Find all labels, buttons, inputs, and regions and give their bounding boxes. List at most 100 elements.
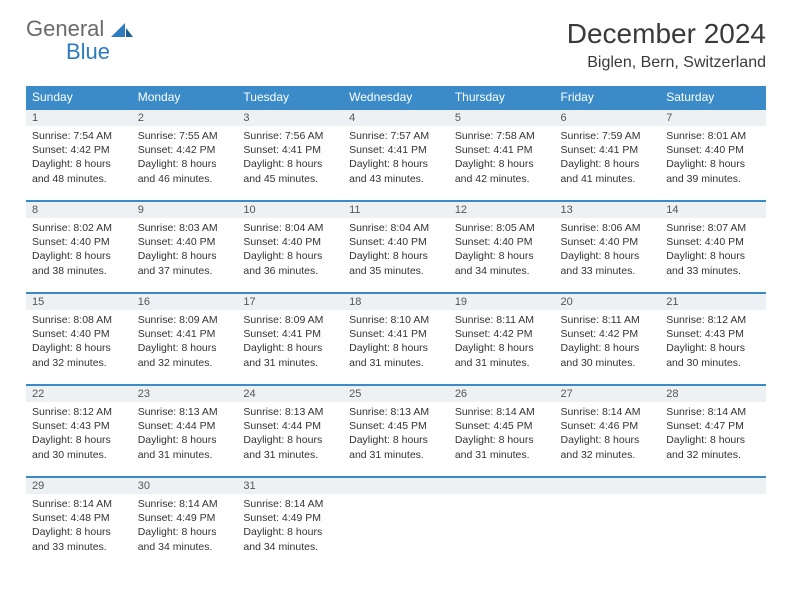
day-body: Sunrise: 8:13 AMSunset: 4:45 PMDaylight:… — [343, 402, 449, 466]
day-body — [449, 494, 555, 554]
day-number-bar — [343, 478, 449, 494]
sunrise-text: Sunrise: 8:09 AM — [243, 313, 337, 327]
calendar-day-cell: 12Sunrise: 8:05 AMSunset: 4:40 PMDayligh… — [449, 201, 555, 293]
sunrise-text: Sunrise: 7:55 AM — [138, 129, 232, 143]
sunrise-text: Sunrise: 8:04 AM — [243, 221, 337, 235]
sunrise-text: Sunrise: 7:56 AM — [243, 129, 337, 143]
sunrise-text: Sunrise: 8:14 AM — [243, 497, 337, 511]
day-number: 23 — [132, 386, 238, 402]
calendar-day-cell — [449, 477, 555, 569]
day-body: Sunrise: 8:12 AMSunset: 4:43 PMDaylight:… — [26, 402, 132, 466]
sunset-text: Sunset: 4:40 PM — [561, 235, 655, 249]
sunset-text: Sunset: 4:42 PM — [561, 327, 655, 341]
calendar-week-row: 22Sunrise: 8:12 AMSunset: 4:43 PMDayligh… — [26, 385, 766, 477]
day-body: Sunrise: 7:58 AMSunset: 4:41 PMDaylight:… — [449, 126, 555, 190]
day-number: 9 — [132, 202, 238, 218]
day-number: 1 — [26, 110, 132, 126]
day-body: Sunrise: 8:14 AMSunset: 4:47 PMDaylight:… — [660, 402, 766, 466]
sunset-text: Sunset: 4:41 PM — [138, 327, 232, 341]
daylight-text: Daylight: 8 hours and 32 minutes. — [561, 433, 655, 461]
weekday-header: Wednesday — [343, 86, 449, 109]
day-body: Sunrise: 8:09 AMSunset: 4:41 PMDaylight:… — [237, 310, 343, 374]
calendar-day-cell: 11Sunrise: 8:04 AMSunset: 4:40 PMDayligh… — [343, 201, 449, 293]
sunset-text: Sunset: 4:45 PM — [349, 419, 443, 433]
calendar-table: Sunday Monday Tuesday Wednesday Thursday… — [26, 86, 766, 569]
sunset-text: Sunset: 4:41 PM — [349, 327, 443, 341]
daylight-text: Daylight: 8 hours and 42 minutes. — [455, 157, 549, 185]
sunrise-text: Sunrise: 8:03 AM — [138, 221, 232, 235]
calendar-day-cell: 26Sunrise: 8:14 AMSunset: 4:45 PMDayligh… — [449, 385, 555, 477]
weekday-header: Tuesday — [237, 86, 343, 109]
day-body: Sunrise: 7:54 AMSunset: 4:42 PMDaylight:… — [26, 126, 132, 190]
calendar-day-cell — [555, 477, 661, 569]
daylight-text: Daylight: 8 hours and 31 minutes. — [349, 341, 443, 369]
day-body: Sunrise: 8:13 AMSunset: 4:44 PMDaylight:… — [237, 402, 343, 466]
calendar-day-cell: 22Sunrise: 8:12 AMSunset: 4:43 PMDayligh… — [26, 385, 132, 477]
day-number: 31 — [237, 478, 343, 494]
header: General Blue December 2024 Biglen, Bern,… — [26, 18, 766, 72]
sunrise-text: Sunrise: 8:02 AM — [32, 221, 126, 235]
weekday-header: Friday — [555, 86, 661, 109]
daylight-text: Daylight: 8 hours and 32 minutes. — [666, 433, 760, 461]
sunrise-text: Sunrise: 8:09 AM — [138, 313, 232, 327]
daylight-text: Daylight: 8 hours and 32 minutes. — [32, 341, 126, 369]
day-body: Sunrise: 8:10 AMSunset: 4:41 PMDaylight:… — [343, 310, 449, 374]
sunset-text: Sunset: 4:41 PM — [349, 143, 443, 157]
day-body: Sunrise: 8:04 AMSunset: 4:40 PMDaylight:… — [237, 218, 343, 282]
day-number: 2 — [132, 110, 238, 126]
day-body: Sunrise: 8:01 AMSunset: 4:40 PMDaylight:… — [660, 126, 766, 190]
calendar-day-cell: 10Sunrise: 8:04 AMSunset: 4:40 PMDayligh… — [237, 201, 343, 293]
calendar-day-cell: 28Sunrise: 8:14 AMSunset: 4:47 PMDayligh… — [660, 385, 766, 477]
day-number: 5 — [449, 110, 555, 126]
day-body — [660, 494, 766, 554]
day-number: 21 — [660, 294, 766, 310]
calendar-day-cell: 17Sunrise: 8:09 AMSunset: 4:41 PMDayligh… — [237, 293, 343, 385]
calendar-day-cell: 16Sunrise: 8:09 AMSunset: 4:41 PMDayligh… — [132, 293, 238, 385]
sunrise-text: Sunrise: 7:57 AM — [349, 129, 443, 143]
day-number: 11 — [343, 202, 449, 218]
day-body: Sunrise: 8:14 AMSunset: 4:45 PMDaylight:… — [449, 402, 555, 466]
location-subtitle: Biglen, Bern, Switzerland — [567, 54, 766, 72]
daylight-text: Daylight: 8 hours and 33 minutes. — [561, 249, 655, 277]
sunrise-text: Sunrise: 8:01 AM — [666, 129, 760, 143]
day-number: 29 — [26, 478, 132, 494]
day-body — [555, 494, 661, 554]
sunset-text: Sunset: 4:49 PM — [138, 511, 232, 525]
daylight-text: Daylight: 8 hours and 38 minutes. — [32, 249, 126, 277]
day-number: 7 — [660, 110, 766, 126]
calendar-day-cell — [343, 477, 449, 569]
sunset-text: Sunset: 4:46 PM — [561, 419, 655, 433]
day-number: 18 — [343, 294, 449, 310]
calendar-day-cell: 3Sunrise: 7:56 AMSunset: 4:41 PMDaylight… — [237, 109, 343, 201]
daylight-text: Daylight: 8 hours and 31 minutes. — [349, 433, 443, 461]
sunset-text: Sunset: 4:40 PM — [138, 235, 232, 249]
sunset-text: Sunset: 4:42 PM — [32, 143, 126, 157]
daylight-text: Daylight: 8 hours and 33 minutes. — [666, 249, 760, 277]
daylight-text: Daylight: 8 hours and 48 minutes. — [32, 157, 126, 185]
day-body: Sunrise: 8:05 AMSunset: 4:40 PMDaylight:… — [449, 218, 555, 282]
day-body — [343, 494, 449, 554]
sunrise-text: Sunrise: 8:05 AM — [455, 221, 549, 235]
day-number: 17 — [237, 294, 343, 310]
day-body: Sunrise: 8:11 AMSunset: 4:42 PMDaylight:… — [555, 310, 661, 374]
sunrise-text: Sunrise: 8:13 AM — [349, 405, 443, 419]
calendar-day-cell: 15Sunrise: 8:08 AMSunset: 4:40 PMDayligh… — [26, 293, 132, 385]
day-body: Sunrise: 7:55 AMSunset: 4:42 PMDaylight:… — [132, 126, 238, 190]
sunset-text: Sunset: 4:49 PM — [243, 511, 337, 525]
day-number: 19 — [449, 294, 555, 310]
day-number: 26 — [449, 386, 555, 402]
day-number: 28 — [660, 386, 766, 402]
calendar-day-cell: 23Sunrise: 8:13 AMSunset: 4:44 PMDayligh… — [132, 385, 238, 477]
day-body: Sunrise: 8:07 AMSunset: 4:40 PMDaylight:… — [660, 218, 766, 282]
sunset-text: Sunset: 4:42 PM — [455, 327, 549, 341]
sunrise-text: Sunrise: 8:14 AM — [561, 405, 655, 419]
day-body: Sunrise: 8:09 AMSunset: 4:41 PMDaylight:… — [132, 310, 238, 374]
weekday-header: Saturday — [660, 86, 766, 109]
calendar-week-row: 1Sunrise: 7:54 AMSunset: 4:42 PMDaylight… — [26, 109, 766, 201]
daylight-text: Daylight: 8 hours and 43 minutes. — [349, 157, 443, 185]
daylight-text: Daylight: 8 hours and 31 minutes. — [138, 433, 232, 461]
sunset-text: Sunset: 4:43 PM — [32, 419, 126, 433]
day-number: 4 — [343, 110, 449, 126]
sunset-text: Sunset: 4:48 PM — [32, 511, 126, 525]
sunrise-text: Sunrise: 7:59 AM — [561, 129, 655, 143]
